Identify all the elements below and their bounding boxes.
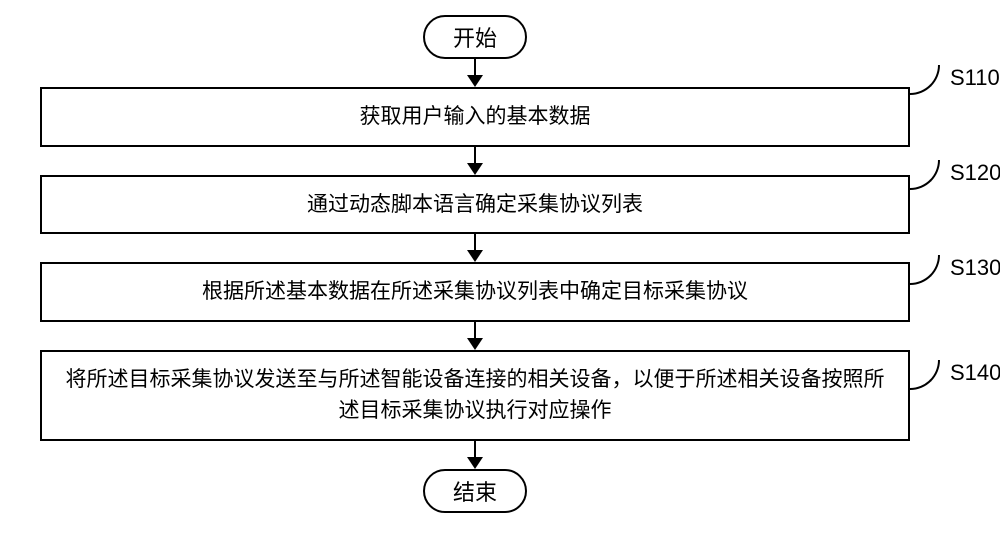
process-step-3: 根据所述基本数据在所述采集协议列表中确定目标采集协议 — [40, 262, 910, 322]
connector-curve-2 — [910, 160, 940, 190]
start-terminal-container: 开始 — [40, 15, 910, 59]
connector-curve-3 — [910, 255, 940, 285]
arrow-2 — [40, 147, 910, 175]
step-label-2: S120 — [950, 160, 1000, 186]
process-step-2: 通过动态脚本语言确定采集协议列表 — [40, 175, 910, 235]
connector-curve-4 — [910, 360, 940, 390]
process-step-1: 获取用户输入的基本数据 — [40, 87, 910, 147]
end-terminal: 结束 — [423, 469, 527, 513]
step-label-4: S140 — [950, 360, 1000, 386]
arrow-3 — [40, 234, 910, 262]
flowchart-container: 开始 获取用户输入的基本数据 通过动态脚本语言确定采集协议列表 根据所述基本数据… — [40, 15, 910, 513]
arrow-5 — [40, 441, 910, 469]
connector-curve-1 — [910, 65, 940, 95]
arrow-4 — [40, 322, 910, 350]
step-label-3: S130 — [950, 255, 1000, 281]
start-terminal: 开始 — [423, 15, 527, 59]
process-step-4: 将所述目标采集协议发送至与所述智能设备连接的相关设备，以便于所述相关设备按照所述… — [40, 350, 910, 441]
step-label-1: S110 — [950, 65, 1000, 91]
arrow-1 — [40, 59, 910, 87]
end-terminal-container: 结束 — [40, 469, 910, 513]
